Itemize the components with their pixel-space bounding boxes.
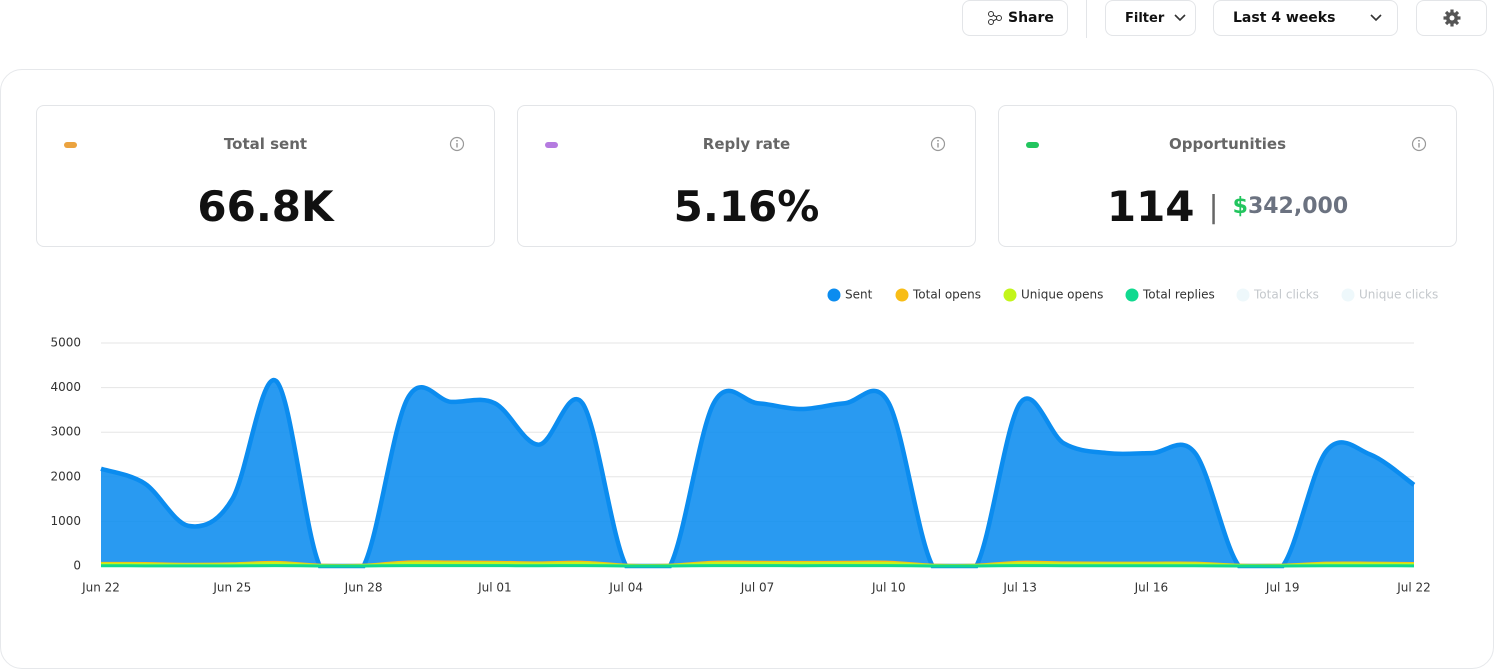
x-tick-label: Jul 19 — [1265, 581, 1300, 595]
y-tick-label: 4000 — [50, 380, 81, 394]
legend-marker — [1342, 289, 1355, 302]
x-tick-label: Jul 07 — [740, 581, 775, 595]
y-tick-label: 5000 — [50, 336, 81, 350]
legend-label: Total clicks — [1253, 288, 1319, 302]
x-tick-label: Jun 28 — [344, 581, 383, 595]
legend-marker — [896, 289, 909, 302]
x-tick-label: Jul 22 — [1396, 581, 1431, 595]
x-tick-label: Jun 22 — [81, 581, 120, 595]
legend-marker — [1004, 289, 1017, 302]
x-tick-label: Jul 10 — [871, 581, 906, 595]
y-tick-label: 3000 — [50, 425, 81, 439]
x-tick-label: Jul 04 — [608, 581, 643, 595]
legend-label: Sent — [845, 288, 873, 302]
legend-label: Total opens — [912, 288, 981, 302]
y-tick-label: 1000 — [50, 514, 81, 528]
legend-marker — [828, 289, 841, 302]
legend-marker — [1237, 289, 1250, 302]
x-tick-label: Jul 16 — [1134, 581, 1169, 595]
legend-marker — [1126, 289, 1139, 302]
y-tick-label: 0 — [73, 559, 81, 573]
x-tick-label: Jun 25 — [212, 581, 251, 595]
y-tick-label: 2000 — [50, 469, 81, 483]
legend-label: Unique clicks — [1359, 288, 1438, 302]
x-tick-label: Jul 13 — [1002, 581, 1037, 595]
x-tick-label: Jul 01 — [477, 581, 512, 595]
legend-label: Total replies — [1142, 288, 1215, 302]
legend-label: Unique opens — [1021, 288, 1103, 302]
chart: 0 1000 2000 3000 4000 5000 Jun 22 Jun 25 Jun 28 J… — [0, 0, 1494, 653]
